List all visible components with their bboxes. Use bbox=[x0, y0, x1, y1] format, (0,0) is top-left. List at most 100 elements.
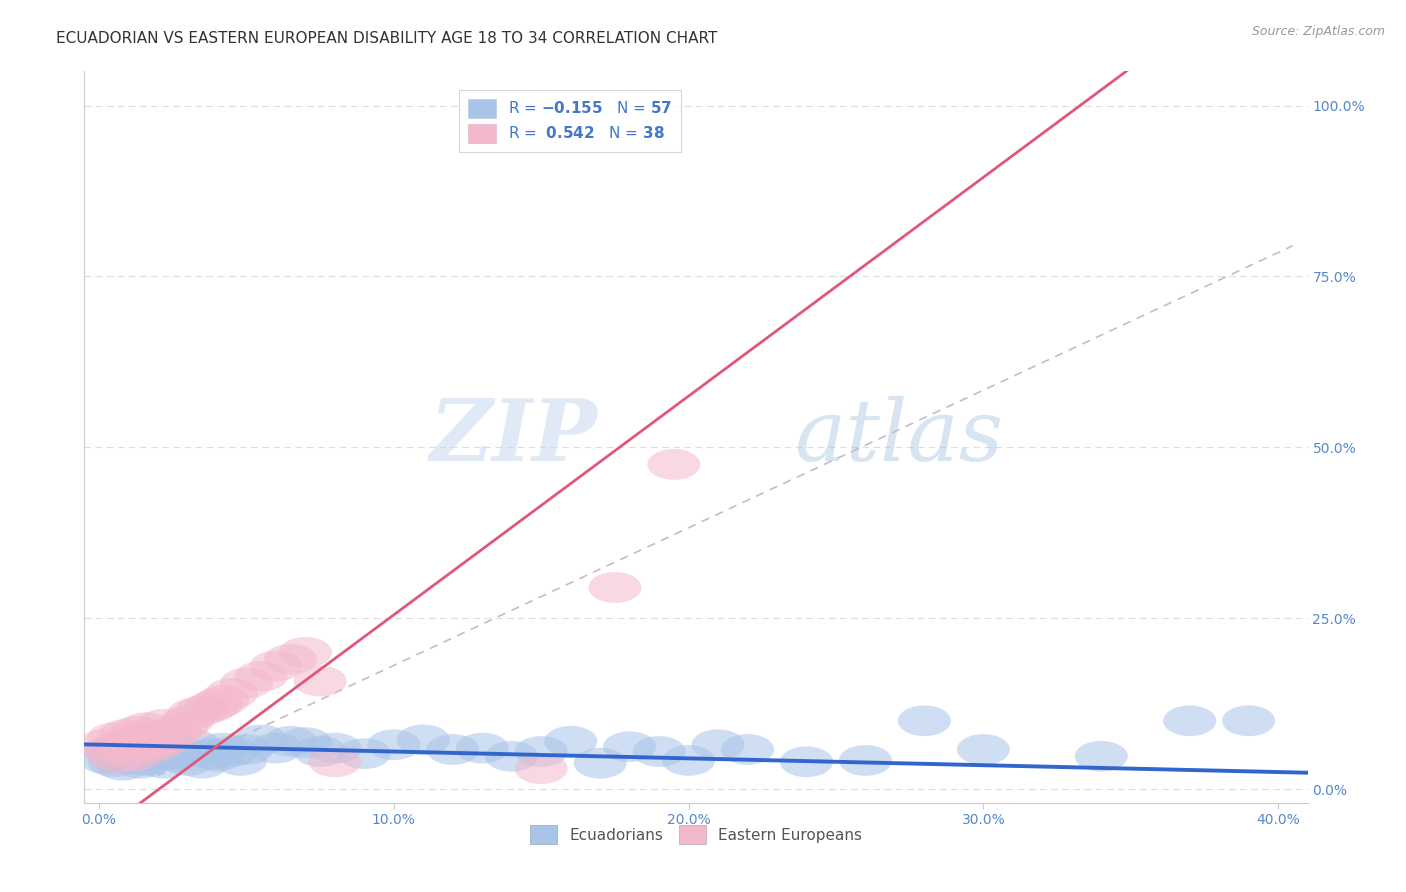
Legend: Ecuadorians, Eastern Europeans: Ecuadorians, Eastern Europeans bbox=[523, 819, 869, 850]
Ellipse shape bbox=[633, 736, 686, 767]
Ellipse shape bbox=[235, 724, 288, 756]
Ellipse shape bbox=[155, 712, 208, 743]
Ellipse shape bbox=[278, 727, 332, 758]
Ellipse shape bbox=[219, 668, 273, 698]
Ellipse shape bbox=[79, 730, 132, 760]
Ellipse shape bbox=[87, 747, 141, 777]
Ellipse shape bbox=[120, 712, 173, 743]
Ellipse shape bbox=[957, 734, 1010, 764]
Ellipse shape bbox=[103, 743, 155, 773]
Ellipse shape bbox=[485, 741, 538, 772]
Ellipse shape bbox=[184, 691, 238, 723]
Text: ZIP: ZIP bbox=[430, 395, 598, 479]
Ellipse shape bbox=[308, 732, 361, 764]
Ellipse shape bbox=[219, 734, 273, 764]
Ellipse shape bbox=[90, 732, 143, 764]
Ellipse shape bbox=[367, 730, 420, 760]
Ellipse shape bbox=[647, 449, 700, 480]
Ellipse shape bbox=[138, 747, 190, 779]
Text: atlas: atlas bbox=[794, 396, 1002, 478]
Ellipse shape bbox=[111, 715, 165, 747]
Ellipse shape bbox=[603, 731, 657, 762]
Ellipse shape bbox=[167, 730, 219, 760]
Ellipse shape bbox=[122, 734, 176, 764]
Ellipse shape bbox=[117, 739, 170, 769]
Ellipse shape bbox=[264, 644, 318, 674]
Ellipse shape bbox=[162, 706, 214, 736]
Ellipse shape bbox=[128, 741, 181, 772]
Ellipse shape bbox=[167, 698, 219, 730]
Ellipse shape bbox=[426, 734, 479, 764]
Ellipse shape bbox=[111, 741, 165, 772]
Ellipse shape bbox=[125, 730, 179, 760]
Ellipse shape bbox=[176, 695, 229, 726]
Ellipse shape bbox=[120, 745, 173, 776]
Ellipse shape bbox=[98, 719, 152, 750]
Ellipse shape bbox=[780, 747, 832, 777]
Ellipse shape bbox=[278, 637, 332, 668]
Ellipse shape bbox=[1222, 706, 1275, 736]
Ellipse shape bbox=[96, 732, 149, 764]
Ellipse shape bbox=[515, 753, 568, 784]
Ellipse shape bbox=[205, 736, 259, 767]
Ellipse shape bbox=[588, 572, 641, 603]
Text: ECUADORIAN VS EASTERN EUROPEAN DISABILITY AGE 18 TO 34 CORRELATION CHART: ECUADORIAN VS EASTERN EUROPEAN DISABILIT… bbox=[56, 31, 717, 46]
Ellipse shape bbox=[84, 736, 138, 767]
Ellipse shape bbox=[155, 736, 208, 767]
Ellipse shape bbox=[337, 739, 391, 769]
Ellipse shape bbox=[197, 685, 249, 715]
Ellipse shape bbox=[294, 665, 347, 697]
Ellipse shape bbox=[205, 678, 259, 709]
Ellipse shape bbox=[108, 736, 162, 767]
Ellipse shape bbox=[84, 736, 138, 767]
Ellipse shape bbox=[214, 745, 267, 776]
Ellipse shape bbox=[103, 736, 155, 767]
Text: Source: ZipAtlas.com: Source: ZipAtlas.com bbox=[1251, 25, 1385, 38]
Ellipse shape bbox=[898, 706, 950, 736]
Ellipse shape bbox=[132, 736, 184, 767]
Ellipse shape bbox=[662, 745, 716, 776]
Ellipse shape bbox=[90, 743, 143, 773]
Ellipse shape bbox=[125, 719, 179, 750]
Ellipse shape bbox=[79, 743, 132, 773]
Ellipse shape bbox=[108, 741, 162, 772]
Ellipse shape bbox=[235, 661, 288, 691]
Ellipse shape bbox=[149, 741, 202, 772]
Ellipse shape bbox=[544, 726, 598, 756]
Ellipse shape bbox=[114, 730, 167, 760]
Ellipse shape bbox=[117, 723, 170, 753]
Ellipse shape bbox=[308, 747, 361, 777]
Ellipse shape bbox=[721, 734, 775, 764]
Ellipse shape bbox=[114, 747, 167, 779]
Ellipse shape bbox=[1163, 706, 1216, 736]
Ellipse shape bbox=[249, 732, 302, 764]
Ellipse shape bbox=[105, 726, 157, 756]
Ellipse shape bbox=[294, 736, 347, 767]
Ellipse shape bbox=[574, 747, 627, 779]
Ellipse shape bbox=[128, 726, 181, 756]
Ellipse shape bbox=[143, 731, 197, 762]
Ellipse shape bbox=[87, 723, 141, 753]
Ellipse shape bbox=[132, 730, 184, 760]
Ellipse shape bbox=[122, 732, 176, 764]
Ellipse shape bbox=[264, 726, 318, 756]
Ellipse shape bbox=[184, 739, 238, 769]
Ellipse shape bbox=[249, 650, 302, 681]
Ellipse shape bbox=[396, 724, 450, 756]
Ellipse shape bbox=[197, 732, 249, 764]
Ellipse shape bbox=[839, 745, 891, 776]
Ellipse shape bbox=[190, 741, 243, 772]
Ellipse shape bbox=[105, 732, 157, 764]
Ellipse shape bbox=[1074, 741, 1128, 772]
Ellipse shape bbox=[143, 723, 197, 753]
Ellipse shape bbox=[149, 715, 202, 747]
Ellipse shape bbox=[176, 747, 229, 779]
Ellipse shape bbox=[515, 736, 568, 767]
Ellipse shape bbox=[692, 730, 745, 760]
Ellipse shape bbox=[96, 750, 149, 780]
Ellipse shape bbox=[138, 709, 190, 739]
Ellipse shape bbox=[456, 732, 509, 764]
Ellipse shape bbox=[162, 745, 214, 776]
Ellipse shape bbox=[98, 739, 152, 771]
Ellipse shape bbox=[190, 689, 243, 719]
